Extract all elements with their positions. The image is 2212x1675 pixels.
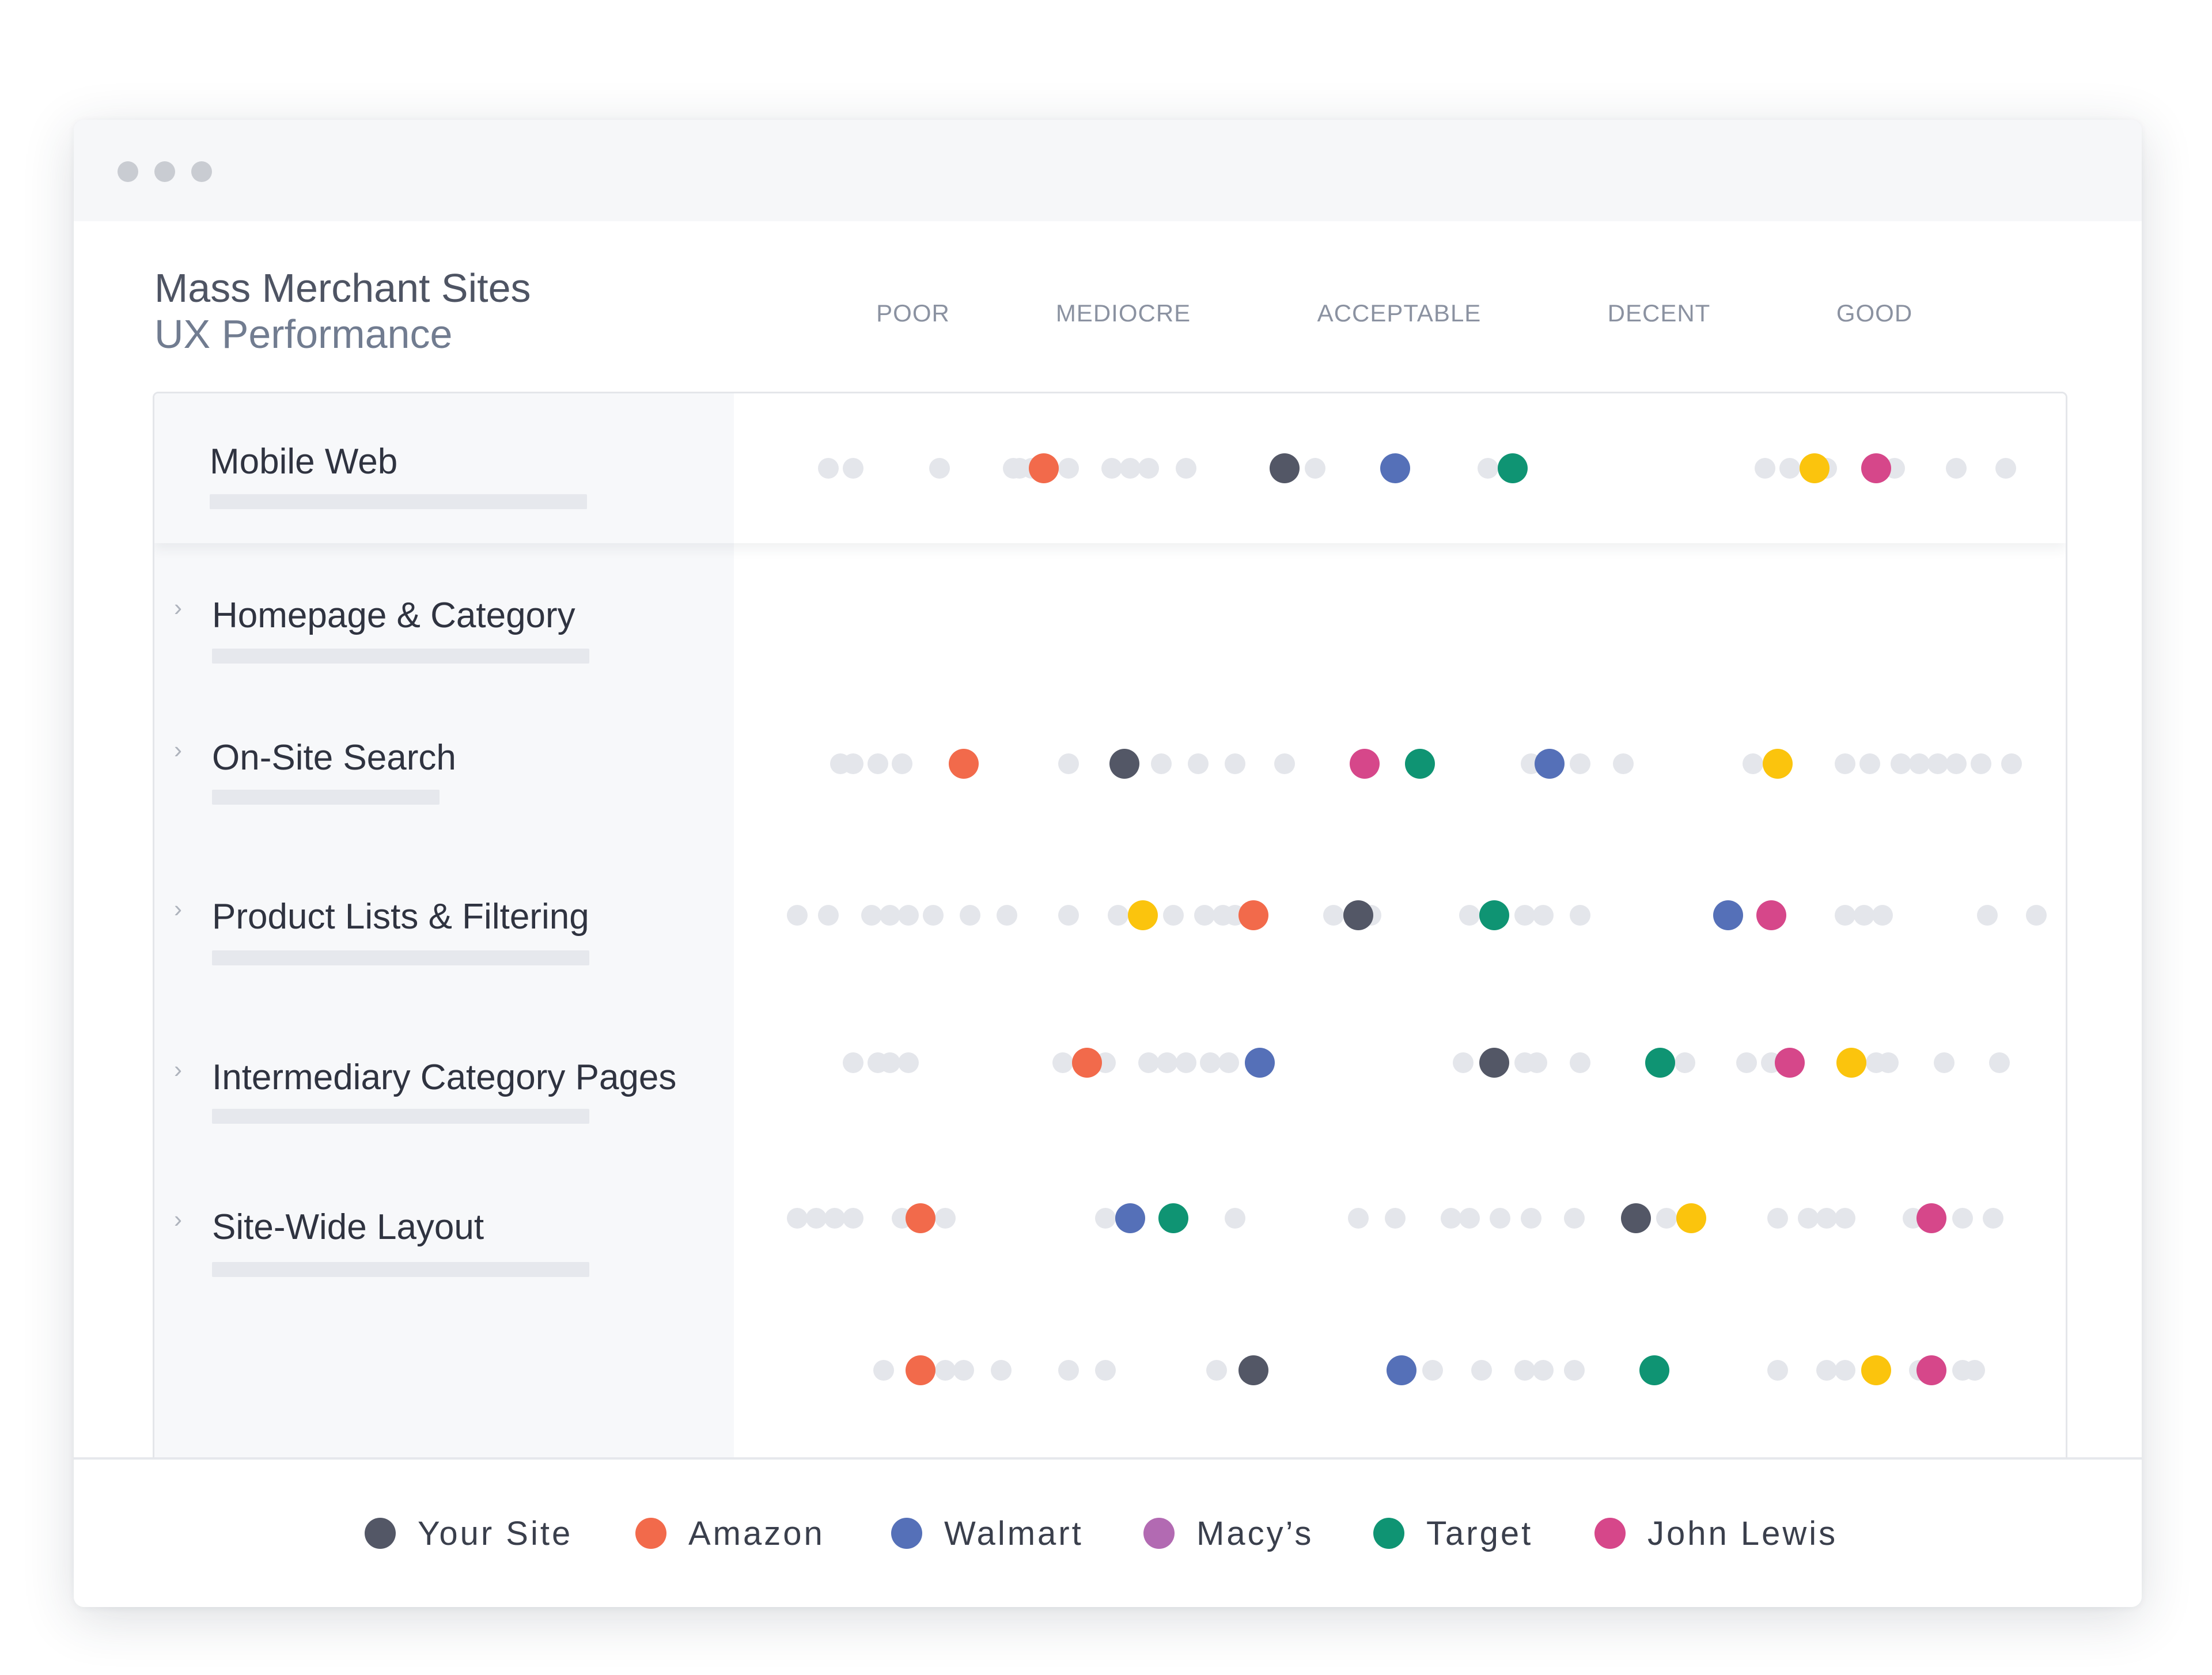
chart-panel: Overall E-Commerce UX›Mobile Web›Homepag… [153, 392, 2067, 1607]
row-label-column [154, 393, 734, 1607]
legend-label: Amazon [688, 1514, 825, 1552]
legend-swatch-icon [891, 1518, 922, 1549]
expand-chevron-icon[interactable]: › [174, 1206, 182, 1233]
legend-label: Macy’s [1196, 1514, 1314, 1552]
legend-label: John Lewis [1647, 1514, 1838, 1552]
expand-chevron-icon[interactable]: › [174, 1056, 182, 1083]
expand-chevron-icon[interactable]: › [174, 736, 182, 763]
row-score-bar [212, 1262, 589, 1277]
legend-label: Your Site [418, 1514, 573, 1552]
row-label[interactable]: On-Site Search [212, 738, 456, 778]
legend-item[interactable]: Macy’s [1143, 1515, 1313, 1552]
chart-title-block: Mass Merchant Sites UX Performance [154, 265, 531, 357]
expand-chevron-icon[interactable]: › [174, 895, 182, 922]
scale-label-acceptable: ACCEPTABLE [1317, 300, 1482, 327]
legend-item[interactable]: Amazon [635, 1515, 825, 1552]
chart-title: Mass Merchant Sites [154, 266, 531, 310]
legend-label: Walmart [944, 1514, 1084, 1552]
row-label[interactable]: Homepage & Category [212, 596, 575, 635]
row-score-bar [212, 790, 440, 805]
row-label[interactable]: Intermediary Category Pages [212, 1058, 677, 1097]
legend: Your Site Amazon Walmart Macy’s Target John L… [74, 1457, 2142, 1607]
maximize-dot-icon[interactable] [191, 161, 212, 182]
row-score-bar [212, 649, 589, 664]
legend-item[interactable]: Walmart [891, 1515, 1084, 1552]
overall-row-label-cell [154, 393, 734, 543]
chart-subtitle: UX Performance [154, 312, 453, 357]
close-dot-icon[interactable] [118, 161, 138, 182]
row-score-bar [212, 950, 589, 965]
row-score-bar [210, 494, 587, 509]
legend-label: Target [1426, 1514, 1533, 1552]
scale-label-mediocre: MEDIOCRE [1055, 300, 1191, 327]
legend-swatch-icon [1143, 1518, 1175, 1549]
legend-swatch-icon [1373, 1518, 1404, 1549]
expand-chevron-icon[interactable]: › [174, 594, 182, 621]
legend-swatch-icon [1594, 1518, 1626, 1549]
scale-label-poor: POOR [876, 300, 950, 327]
minimize-dot-icon[interactable] [154, 161, 175, 182]
legend-item[interactable]: Your Site [365, 1515, 573, 1552]
browser-window: Mass Merchant Sites UX Performance Overa… [74, 120, 2142, 1607]
legend-swatch-icon [635, 1518, 666, 1549]
row-label[interactable]: Site-Wide Layout [212, 1207, 484, 1247]
row-label[interactable]: Product Lists & Filtering [212, 897, 589, 937]
row-score-bar [212, 1109, 589, 1124]
overall-row [154, 393, 2066, 543]
window-titlebar [74, 120, 2142, 221]
legend-item[interactable]: John Lewis [1594, 1515, 1838, 1552]
scale-label-good: GOOD [1836, 300, 1913, 327]
legend-item[interactable]: Target [1373, 1515, 1533, 1552]
legend-swatch-icon [365, 1518, 396, 1549]
row-label[interactable]: Mobile Web [210, 442, 398, 482]
scale-label-decent: DECENT [1607, 300, 1711, 327]
